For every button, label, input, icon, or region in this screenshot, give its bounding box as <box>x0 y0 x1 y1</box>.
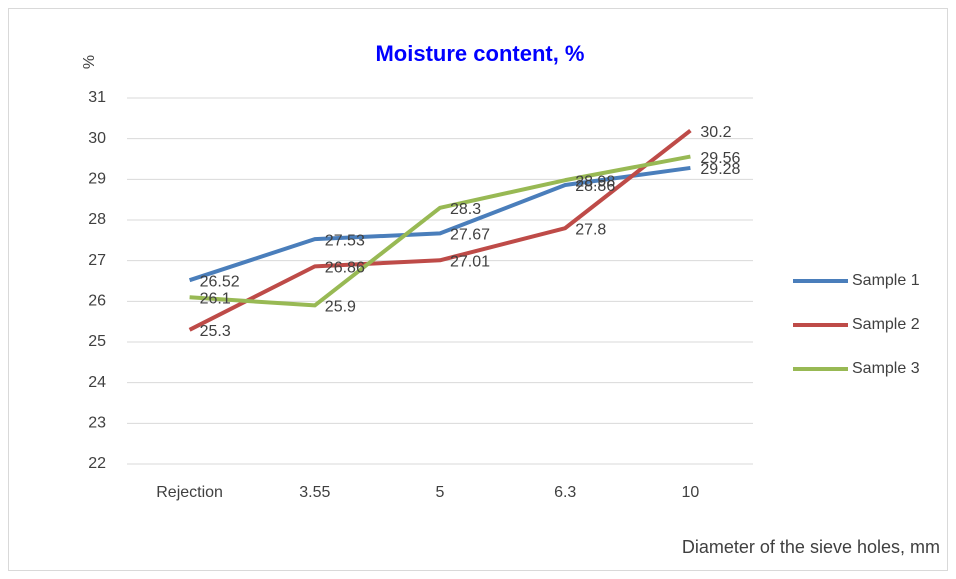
y-tick-label: 22 <box>88 455 106 472</box>
data-label: 28.86 <box>575 178 615 195</box>
x-tick-label: 5 <box>436 484 445 501</box>
y-tick-label: 24 <box>88 374 106 391</box>
y-tick-label: 31 <box>88 89 106 106</box>
x-tick-label: 10 <box>682 484 700 501</box>
y-tick-label: 26 <box>88 293 106 310</box>
data-label: 26.86 <box>325 260 365 277</box>
legend-label: Sample 1 <box>852 272 920 289</box>
y-tick-label: 29 <box>88 171 106 188</box>
legend-label: Sample 2 <box>852 316 920 333</box>
series-line <box>188 128 692 332</box>
legend-label: Sample 3 <box>852 360 920 377</box>
data-label: 26.1 <box>200 290 231 307</box>
y-tick-label: 27 <box>88 252 106 269</box>
x-axis-label: Diameter of the sieve holes, mm <box>682 537 940 557</box>
y-tick-label: 28 <box>88 211 106 228</box>
data-label: 25.3 <box>200 323 231 340</box>
series-line <box>189 154 691 308</box>
data-label: 29.28 <box>700 161 740 178</box>
data-label: 27.8 <box>575 221 606 238</box>
data-label: 29.56 <box>700 150 740 167</box>
data-label: 28.98 <box>575 173 615 190</box>
data-label: 30.2 <box>700 124 731 141</box>
data-label: 26.52 <box>200 273 240 290</box>
x-tick-label: Rejection <box>156 484 223 501</box>
data-label: 25.9 <box>325 299 356 316</box>
x-tick-label: 6.3 <box>554 484 576 501</box>
data-label: 27.01 <box>450 253 490 270</box>
y-axis-label: % <box>81 55 98 69</box>
y-tick-label: 30 <box>88 130 106 147</box>
x-tick-label: 3.55 <box>299 484 330 501</box>
y-tick-label: 23 <box>88 415 106 432</box>
y-tick-label: 25 <box>88 333 106 350</box>
data-label: 27.67 <box>450 227 490 244</box>
data-label: 27.53 <box>325 232 365 249</box>
chart-border <box>8 8 948 571</box>
chart-title: Moisture content, % <box>375 41 584 66</box>
series-line <box>188 165 691 283</box>
data-label: 28.3 <box>450 201 481 218</box>
